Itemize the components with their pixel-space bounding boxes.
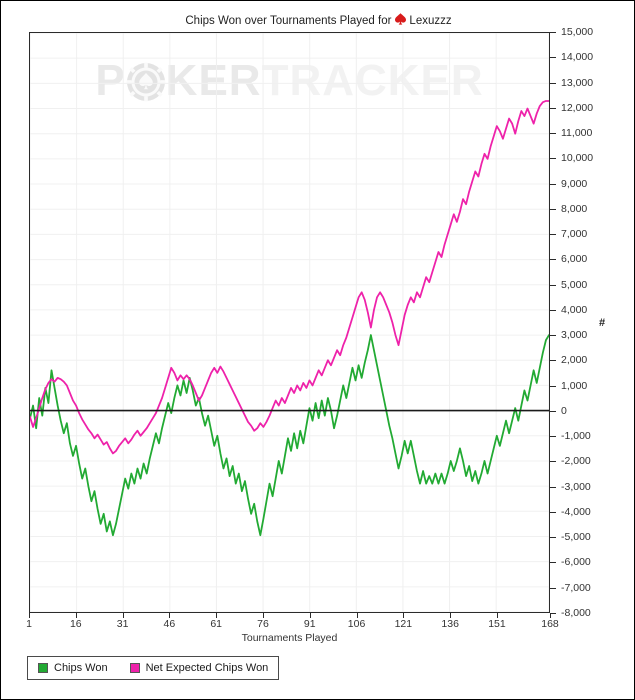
y-axis-tick-label: -1,000 (561, 430, 591, 443)
y-axis-tick-label: -2,000 (561, 455, 591, 468)
chart-legend: Chips Won Net Expected Chips Won (27, 656, 280, 680)
y-axis-tick-mark (550, 461, 556, 463)
y-axis-tick-mark (550, 360, 556, 362)
y-axis-tick-mark (550, 32, 556, 33)
y-axis-tick-label: 1,000 (561, 379, 588, 392)
y-axis-tick-label: 4,000 (561, 303, 588, 316)
y-axis-tick-label: 8,000 (561, 202, 588, 215)
y-axis-tick-mark (550, 385, 556, 387)
y-axis-tick-mark (550, 511, 556, 513)
y-axis-tick-mark (550, 335, 556, 337)
y-axis-tick-mark (550, 57, 556, 59)
legend-item-1[interactable]: Chips Won (38, 662, 108, 674)
y-axis-tick-label: -5,000 (561, 531, 591, 544)
y-axis-tick-mark (550, 133, 556, 135)
y-axis-tick-label: 5,000 (561, 278, 588, 291)
x-axis-tick-mark (75, 613, 77, 618)
y-axis-tick-label: 9,000 (561, 177, 588, 190)
x-axis-tick-mark (356, 613, 358, 618)
x-axis-tick-mark (403, 613, 405, 618)
y-axis-tick-label: -6,000 (561, 556, 591, 569)
x-axis-tick-mark (450, 613, 452, 618)
y-axis-tick-mark (550, 259, 556, 261)
y-axis-tick-mark (550, 309, 556, 311)
data-series (30, 100, 549, 537)
legend-label: Chips Won (54, 662, 108, 674)
legend-label: Net Expected Chips Won (145, 662, 269, 674)
y-axis-tick-mark (550, 562, 556, 564)
y-axis-tick-mark (550, 158, 556, 160)
y-axis-tick-label: 12,000 (561, 101, 594, 114)
y-axis-tick-label: 6,000 (561, 253, 588, 266)
y-axis-tick-label: 0 (561, 404, 567, 417)
y-axis-tick-mark (550, 183, 556, 185)
y-axis-tick-mark (550, 82, 556, 84)
x-axis-tick-label: 121 (394, 618, 413, 630)
x-axis-tick-label: 106 (347, 618, 366, 630)
y-axis-tick-mark (550, 208, 556, 210)
x-axis-tick-mark (169, 613, 171, 618)
x-axis-tick-mark (550, 613, 551, 618)
x-axis-tick-label: 76 (257, 618, 269, 630)
x-axis-tick-label: 61 (210, 618, 223, 630)
legend-color-swatch (129, 663, 140, 673)
x-axis-tick-label: 46 (163, 618, 176, 630)
y-axis-tick-label: 13,000 (561, 76, 594, 89)
y-axis-tick-label: 11,000 (561, 127, 593, 140)
y-axis-tick-mark (550, 486, 556, 488)
y-axis-tick-mark (550, 107, 556, 109)
chart-title-text: Chips Won over Tournaments Played for (185, 15, 392, 27)
x-axis-tick-label: 16 (69, 618, 82, 630)
y-axis-tick-label: 2,000 (561, 354, 588, 367)
x-axis-tick-mark (122, 613, 124, 618)
legend-item-2[interactable]: Net Expected Chips Won (129, 662, 269, 674)
y-axis-tick-label: 3,000 (561, 329, 588, 342)
x-axis-tick-mark (29, 613, 30, 618)
y-axis-tick-label: 10,000 (561, 152, 594, 165)
plot-area: P KER TRACKER (29, 32, 550, 613)
y-axis-marker: # (599, 317, 606, 329)
x-axis-tick-label: 1 (26, 618, 32, 630)
x-axis-tick-mark (496, 613, 498, 618)
y-axis-tick-mark (550, 537, 556, 539)
y-axis-tick-label: 7,000 (561, 228, 588, 241)
spade-icon (394, 12, 407, 29)
player-name: Lexuzzz (409, 15, 452, 27)
x-axis-tick-mark (309, 613, 311, 618)
x-axis-tick-label: 136 (441, 618, 459, 630)
y-axis-tick-label: -3,000 (561, 480, 591, 493)
y-axis-tick-label: -7,000 (561, 581, 591, 594)
x-axis-tick-label: 151 (488, 618, 506, 630)
y-axis-tick-mark (550, 410, 556, 412)
x-axis-tick-label: 91 (303, 618, 316, 630)
x-axis-tick-mark (216, 613, 218, 618)
y-axis-tick-label: -4,000 (561, 505, 591, 518)
y-axis-tick-mark (550, 587, 556, 589)
y-axis-tick-label: 14,000 (561, 51, 594, 64)
y-axis-tick-mark (550, 436, 556, 438)
y-axis-tick-mark (550, 613, 556, 614)
legend-color-swatch (38, 663, 48, 673)
x-axis-tick-mark (262, 613, 264, 618)
x-axis-tick-label: 168 (541, 618, 559, 630)
y-axis-tick-label: -8,000 (561, 607, 591, 619)
y-axis-tick-mark (550, 234, 556, 236)
page-title: Chips Won over Tournaments Played for Lex… (1, 12, 634, 29)
y-axis-tick-mark (550, 284, 556, 286)
x-axis-tick-label: 31 (116, 618, 129, 630)
y-axis-tick-label: 15,000 (561, 26, 594, 38)
x-axis-title: Tournaments Played (241, 632, 338, 644)
zero-reference-line (30, 409, 549, 412)
